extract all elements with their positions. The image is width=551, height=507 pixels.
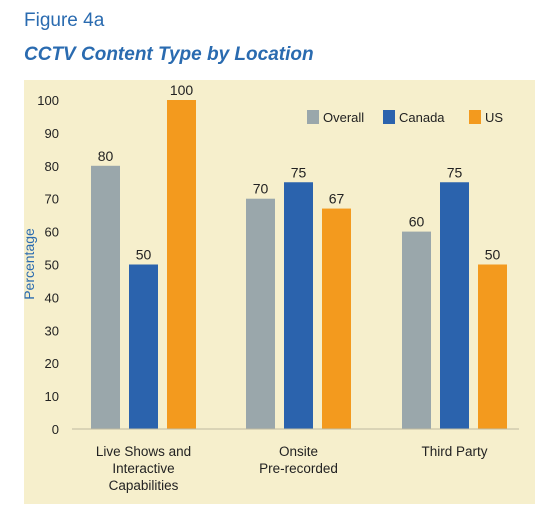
bar-chart: 0 10 20 30 40 50 60 70 80 90 100 Percentage 80 70 60 50… [24,82,519,493]
data-label: 80 [98,148,114,164]
y-tick-label: 10 [45,389,59,404]
data-label: 67 [329,191,345,207]
y-tick-label: 0 [52,422,59,437]
y-axis-label: Percentage [24,228,37,300]
y-tick-label: 40 [45,290,59,305]
legend-swatch-us [469,110,481,124]
data-label: 75 [447,164,463,180]
chart-panel: 0 10 20 30 40 50 60 70 80 90 100 Percentage 80 70 60 50… [24,80,535,504]
y-tick-label: 50 [45,258,59,273]
x-category-label: Live Shows and Interactive Capabilities [96,444,191,493]
bar-us [478,264,507,429]
bar-overall [91,165,120,430]
data-label: 70 [253,181,269,197]
data-label: 60 [409,214,425,230]
y-tick-label: 70 [45,192,59,207]
y-tick-label: 20 [45,356,59,371]
bar-us [322,208,351,429]
bar-overall [246,198,275,429]
data-label: 50 [136,247,152,263]
y-tick-label: 90 [45,126,59,141]
x-category-label: Third Party [421,444,487,459]
legend-swatch-overall [307,110,319,124]
data-label: 75 [291,164,307,180]
y-tick-label: 30 [45,323,59,338]
bar-canada [284,182,313,429]
legend-label-us: US [485,110,503,125]
y-tick-label: 80 [45,159,59,174]
y-tick-label: 100 [37,93,59,108]
bar-overall [402,231,431,429]
legend-label-overall: Overall [323,110,364,125]
legend-label-canada: Canada [399,110,445,125]
data-label: 100 [170,82,194,98]
chart-title: CCTV Content Type by Location [24,44,314,65]
figure-label: Figure 4a [24,10,105,31]
bar-us [167,100,196,429]
data-label: 50 [485,247,501,263]
bar-canada [129,264,158,429]
legend-swatch-canada [383,110,395,124]
y-tick-label: 60 [45,225,59,240]
bar-canada [440,182,469,429]
x-category-label: Onsite Pre-recorded [259,444,338,476]
